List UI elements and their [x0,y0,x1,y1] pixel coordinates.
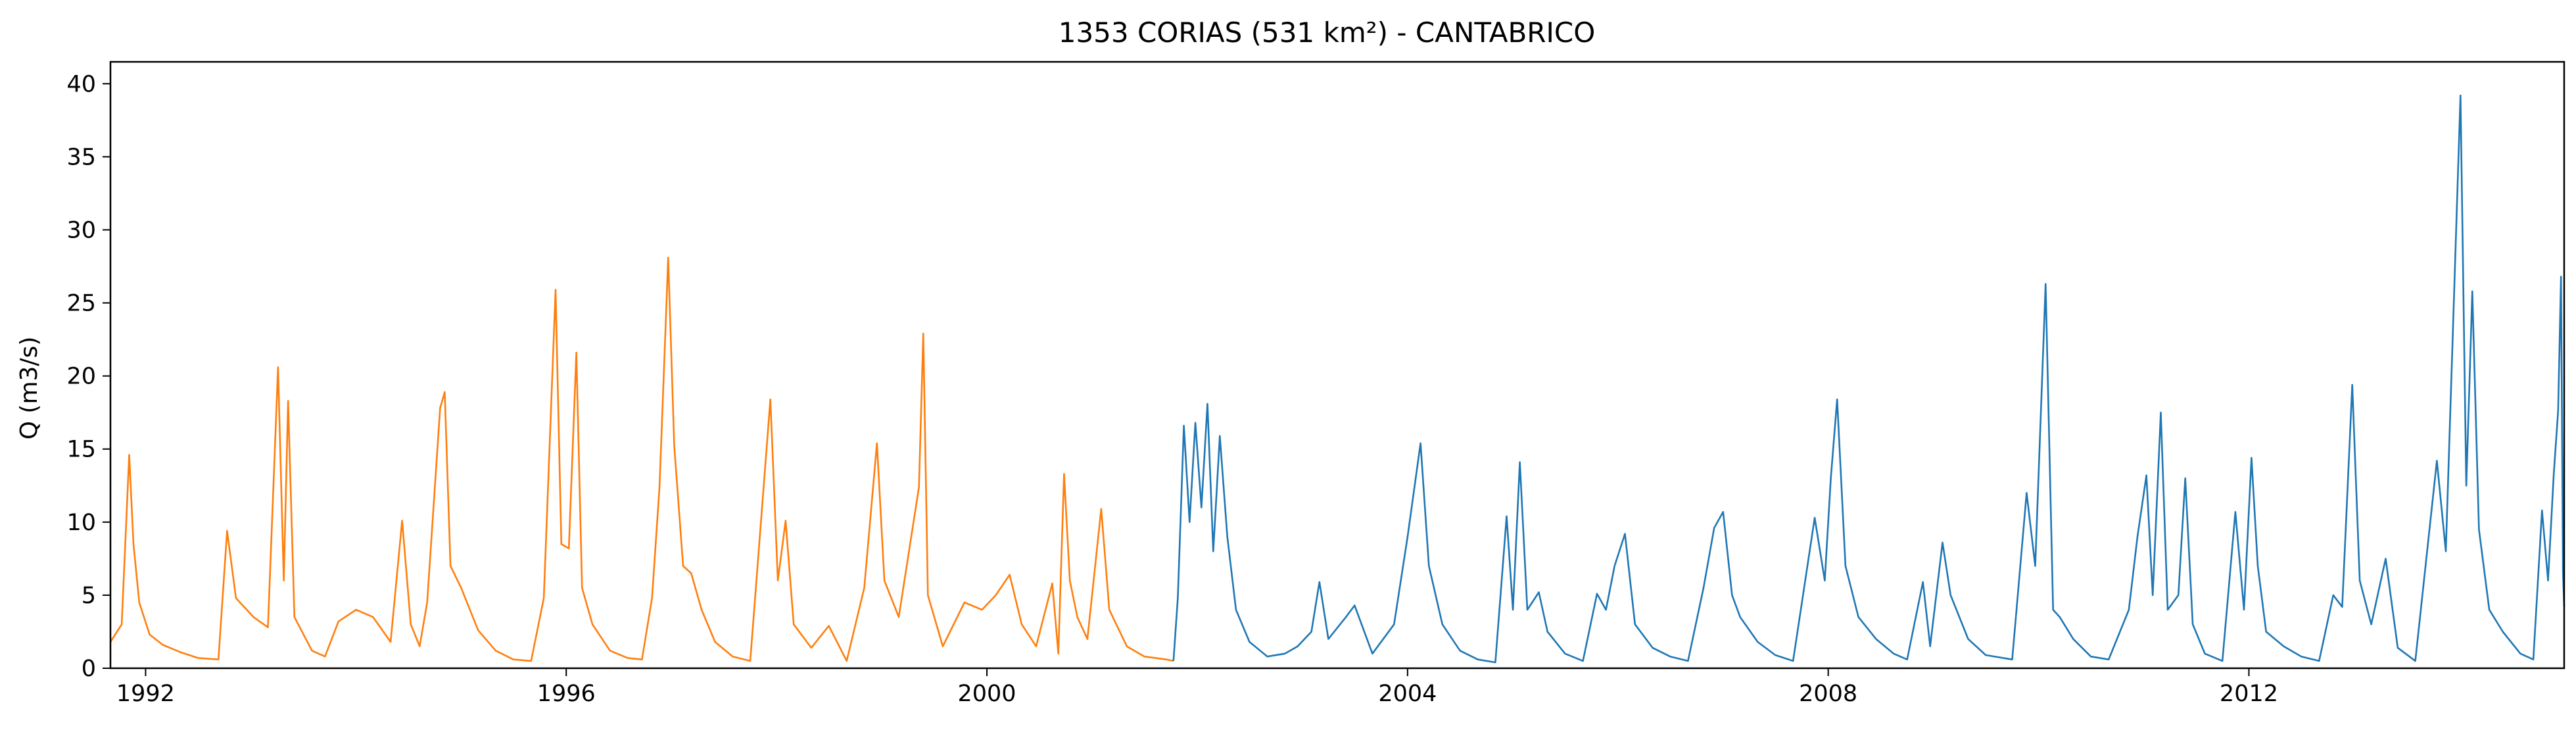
plot-frame [109,61,2565,670]
x-tick-label-1992: 1992 [116,681,175,707]
y-tick-label-10: 10 [66,510,96,536]
y-tick-label-35: 35 [66,144,96,170]
y-tick-label-0: 0 [82,656,96,682]
x-tick-label-1996: 1996 [537,681,596,707]
x-tick-label-2012: 2012 [2220,681,2278,707]
y-tick-label-5: 5 [82,583,96,609]
ticks-layer: 1992 1996 2000 2004 2008 2012 0 5 10 15 20 25 30 35 40 [66,71,2278,707]
y-tick-label-20: 20 [66,364,96,390]
chart-title: 1353 CORIAS (531 km²) - CANTABRICO [1059,16,1596,49]
series-line-2 [1172,94,2565,664]
y-tick-label-30: 30 [66,217,96,243]
y-tick-label-40: 40 [66,71,96,97]
x-tick-label-2000: 2000 [958,681,1016,707]
y-tick-label-25: 25 [66,291,96,317]
x-tick-label-2004: 2004 [1378,681,1437,707]
series-layer [109,94,2565,664]
x-tick-label-2008: 2008 [1799,681,1857,707]
y-tick-label-15: 15 [66,437,96,463]
series-line-1 [109,257,1174,662]
y-axis-label: Q (m3/s) [16,337,43,440]
